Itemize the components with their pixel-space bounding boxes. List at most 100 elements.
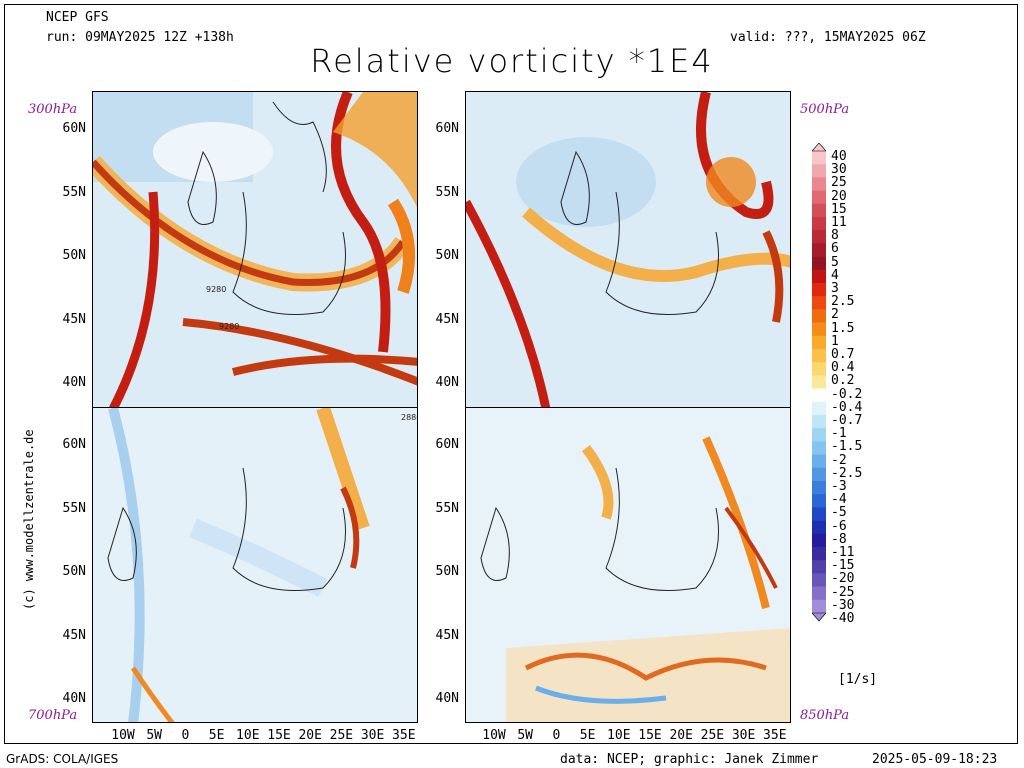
colorbar-swatch <box>812 230 826 244</box>
lon-tick-label: 10E <box>607 728 631 743</box>
lat-tick-label: 40N <box>435 375 459 390</box>
colorbar-label: 1.5 <box>831 320 855 336</box>
lat-tick-label: 45N <box>435 311 459 327</box>
lat-tick-label: 50N <box>435 564 459 579</box>
contour-label: 9280 <box>219 322 239 331</box>
colorbar-label: -6 <box>831 518 847 534</box>
colorbar-swatch <box>812 454 826 469</box>
map-500hpa-svg <box>466 92 790 407</box>
map-850hpa-svg <box>466 408 790 722</box>
colorbar-label: 0.2 <box>831 373 855 389</box>
colorbar-label: -20 <box>831 571 855 587</box>
colorbar-label: -0.2 <box>831 386 863 402</box>
lat-tick-label: 60N <box>435 437 459 452</box>
colorbar-label: 40 <box>831 149 847 164</box>
colorbar-swatch <box>812 441 826 455</box>
lat-tick-label: 40N <box>435 691 459 706</box>
lat-tick-label: 60N <box>62 437 86 452</box>
lon-tick-label: 25E <box>329 728 354 743</box>
colorbar-swatch <box>812 467 826 482</box>
colorbar-top-arrow <box>812 143 826 152</box>
colorbar-swatch <box>812 494 826 508</box>
panel-label-300: 300hPa <box>28 102 78 117</box>
colorbar-swatch <box>812 309 826 323</box>
colorbar-label: 25 <box>831 175 847 191</box>
colorbar-label: -25 <box>831 584 855 600</box>
model-name: NCEP GFS <box>46 10 109 25</box>
figure-frame <box>4 4 1018 744</box>
colorbar-swatch <box>812 415 826 429</box>
lat-tick-label: 55N <box>62 184 86 200</box>
colorbar-swatch <box>812 507 826 521</box>
colorbar-swatch <box>812 243 826 257</box>
lat-tick-label: 40N <box>62 691 86 706</box>
colorbar-label: 8 <box>831 228 839 244</box>
lat-tick-label: 50N <box>435 248 459 263</box>
lat-tick-label: 50N <box>62 248 86 263</box>
panel-label-500: 500hPa <box>800 102 850 117</box>
run-info: run: 09MAY2025 12Z +138h <box>46 30 234 45</box>
lon-tick-label: 30E <box>360 728 385 743</box>
colorbar-swatch <box>812 322 826 337</box>
map-300hpa-svg: 9280 9280 <box>93 92 417 407</box>
colorbar-label: 5 <box>831 254 839 270</box>
lon-tick-label: 25E <box>700 728 725 743</box>
lon-tick-label: 0 <box>181 728 190 743</box>
lon-tick-label: 15E <box>267 728 291 743</box>
colorbar-swatch <box>812 164 826 178</box>
colorbar-swatch <box>812 177 826 191</box>
lat-tick-label: 50N <box>62 564 86 579</box>
colorbar-label: 0.4 <box>831 360 855 376</box>
lon-tick-label: 5E <box>579 728 596 743</box>
colorbar-swatch <box>812 586 826 601</box>
lat-tick-label: 60N <box>435 121 459 136</box>
colorbar-swatch <box>812 388 826 403</box>
colorbar-swatch <box>812 573 826 587</box>
lon-tick-label: 5W <box>517 728 534 743</box>
lat-tick-label: 40N <box>62 375 86 390</box>
colorbar-swatch <box>812 151 826 165</box>
contour-label: 9280 <box>206 285 226 294</box>
lon-tick-label: 0 <box>552 728 561 743</box>
lon-tick-label: 10W <box>482 728 506 743</box>
colorbar-swatch <box>812 520 826 535</box>
colorbar-bottom-arrow <box>812 612 826 622</box>
map-700hpa-svg: 2880 <box>93 408 418 722</box>
colorbar-label: 6 <box>831 241 839 257</box>
lon-tick-label: 35E <box>392 728 416 743</box>
colorbar-swatch <box>812 375 826 389</box>
panel-label-700: 700hPa <box>28 708 78 723</box>
colorbar-swatch <box>812 481 826 495</box>
colorbar-label: -0.7 <box>831 413 863 428</box>
colorbar-label: -40 <box>831 611 855 626</box>
contour-label: 2880 <box>401 413 418 422</box>
lon-tick-label: 30E <box>731 728 756 743</box>
colorbar-swatch <box>812 296 826 310</box>
colorbar-label: 11 <box>831 215 847 230</box>
lat-tick-label: 55N <box>435 184 459 200</box>
colorbar-label: 20 <box>831 188 847 204</box>
map-panel-700hpa: 2880 <box>92 407 418 723</box>
colorbar-unit: [1/s] <box>838 672 878 687</box>
colorbar-label: 1 <box>831 333 839 349</box>
colorbar-label: 4 <box>831 267 839 283</box>
colorbar-label: 15 <box>831 201 847 217</box>
lon-tick-label: 10E <box>236 728 260 743</box>
colorbar-swatch <box>812 256 826 271</box>
colorbar-swatch <box>812 560 826 574</box>
colorbar-label: 2.5 <box>831 294 855 310</box>
colorbar-swatch <box>812 269 826 284</box>
colorbar-label: -3 <box>831 479 847 494</box>
lat-tick-label: 55N <box>62 500 86 516</box>
colorbar-swatch <box>812 217 826 231</box>
colorbar-label: -30 <box>831 597 855 613</box>
footer-center: data: NCEP; graphic: Janek Zimmer <box>560 752 819 767</box>
colorbar-swatch <box>812 547 826 561</box>
lat-tick-label: 45N <box>62 311 86 327</box>
footer-right: 2025-05-09-18:23 <box>872 752 998 767</box>
lon-tick-label: 5E <box>208 728 225 743</box>
colorbar-swatch <box>812 349 826 363</box>
colorbar-swatch <box>812 401 826 416</box>
map-title: Relative vorticity *1E4 <box>310 42 714 80</box>
colorbar-label: -4 <box>831 492 847 508</box>
